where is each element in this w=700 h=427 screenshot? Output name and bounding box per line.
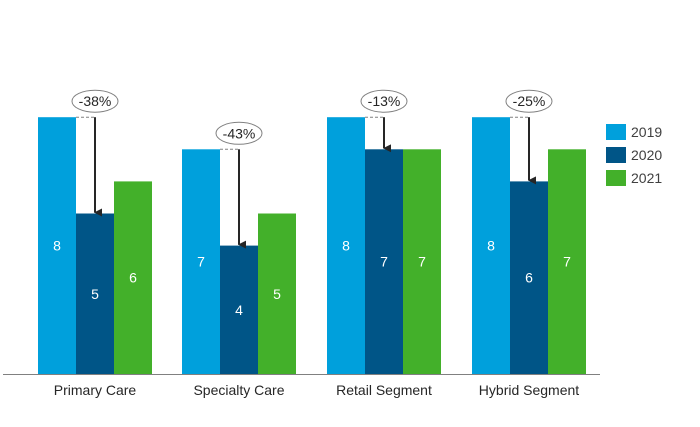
legend-swatch-2019 xyxy=(606,123,626,140)
data-label: 7 xyxy=(197,254,205,270)
data-label: 6 xyxy=(525,270,533,286)
x-tick-label: Primary Care xyxy=(54,382,137,398)
bar-2021 xyxy=(403,149,441,374)
legend-label: 2021 xyxy=(631,169,663,186)
bar-2020 xyxy=(510,181,548,374)
legend: 2019 2020 2021 xyxy=(606,120,662,189)
x-tick-label: Specialty Care xyxy=(193,382,284,398)
data-label: 4 xyxy=(235,302,243,318)
annotation-label: -38% xyxy=(79,93,112,109)
bar-2020 xyxy=(220,245,258,374)
annotation-label: -13% xyxy=(368,93,401,109)
x-tick-label: Hybrid Segment xyxy=(479,382,579,398)
bar-2019 xyxy=(472,117,510,374)
annotation-bubble xyxy=(71,89,119,113)
data-label: 6 xyxy=(129,270,137,286)
data-label: 7 xyxy=(418,254,426,270)
legend-label: 2019 xyxy=(631,123,663,140)
annotation-bubble xyxy=(360,89,408,113)
legend-swatch-2021 xyxy=(606,169,626,186)
bar-2021 xyxy=(548,149,586,374)
legend-item-2019: 2019 xyxy=(606,120,662,143)
bar-2019 xyxy=(327,117,365,374)
data-label: 8 xyxy=(487,238,495,254)
data-label: 8 xyxy=(342,238,350,254)
x-tick-label: Retail Segment xyxy=(336,382,432,398)
annotation-label: -25% xyxy=(513,93,546,109)
legend-item-2020: 2020 xyxy=(606,143,662,166)
bar-2020 xyxy=(365,149,403,374)
legend-item-2021: 2021 xyxy=(606,166,662,189)
bar-2021 xyxy=(258,213,296,374)
annotation-label: -43% xyxy=(223,125,256,141)
legend-label: 2020 xyxy=(631,146,663,163)
data-label: 7 xyxy=(563,254,571,270)
bar-2019 xyxy=(182,149,220,374)
data-label: 5 xyxy=(91,286,99,302)
bar-2020 xyxy=(76,213,114,374)
bar-2021 xyxy=(114,181,152,374)
data-label: 8 xyxy=(53,238,61,254)
legend-swatch-2020 xyxy=(606,146,626,163)
data-label: 5 xyxy=(273,286,281,302)
data-label: 7 xyxy=(380,254,388,270)
annotation-bubble xyxy=(505,89,553,113)
bar-2019 xyxy=(38,117,76,374)
annotation-bubble xyxy=(215,121,263,145)
